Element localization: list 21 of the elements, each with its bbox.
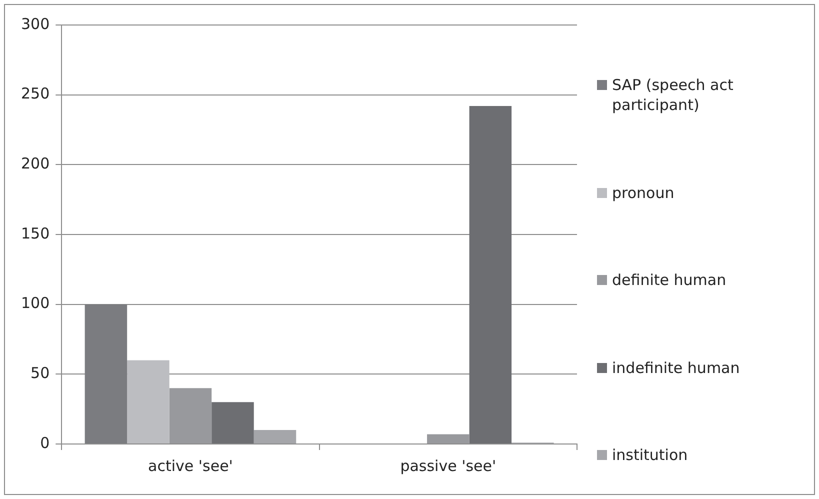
y-tick-label: 50: [30, 364, 50, 382]
bar: [169, 388, 212, 444]
bar: [427, 434, 470, 444]
legend-label: institution: [612, 445, 688, 465]
bar: [84, 304, 128, 444]
bar: [469, 106, 512, 444]
legend-label: definite human: [612, 270, 726, 290]
y-tick-label: 250: [20, 84, 50, 103]
legend-label: SAP (speech act participant): [612, 75, 734, 115]
x-tick-label: passive 'see': [400, 456, 496, 475]
bar: [254, 430, 296, 444]
y-tick-label: 150: [20, 224, 50, 242]
y-tick-label: 100: [20, 294, 50, 312]
y-tick-label: 0: [40, 434, 50, 452]
y-tick-label: 300: [20, 14, 50, 33]
bar: [212, 402, 254, 444]
legend-label: indefinite human: [612, 358, 740, 378]
x-tick-label: active 'see': [148, 456, 233, 475]
y-tick-label: 200: [20, 154, 50, 173]
legend-label: pronoun: [612, 182, 674, 202]
bar: [127, 360, 170, 444]
